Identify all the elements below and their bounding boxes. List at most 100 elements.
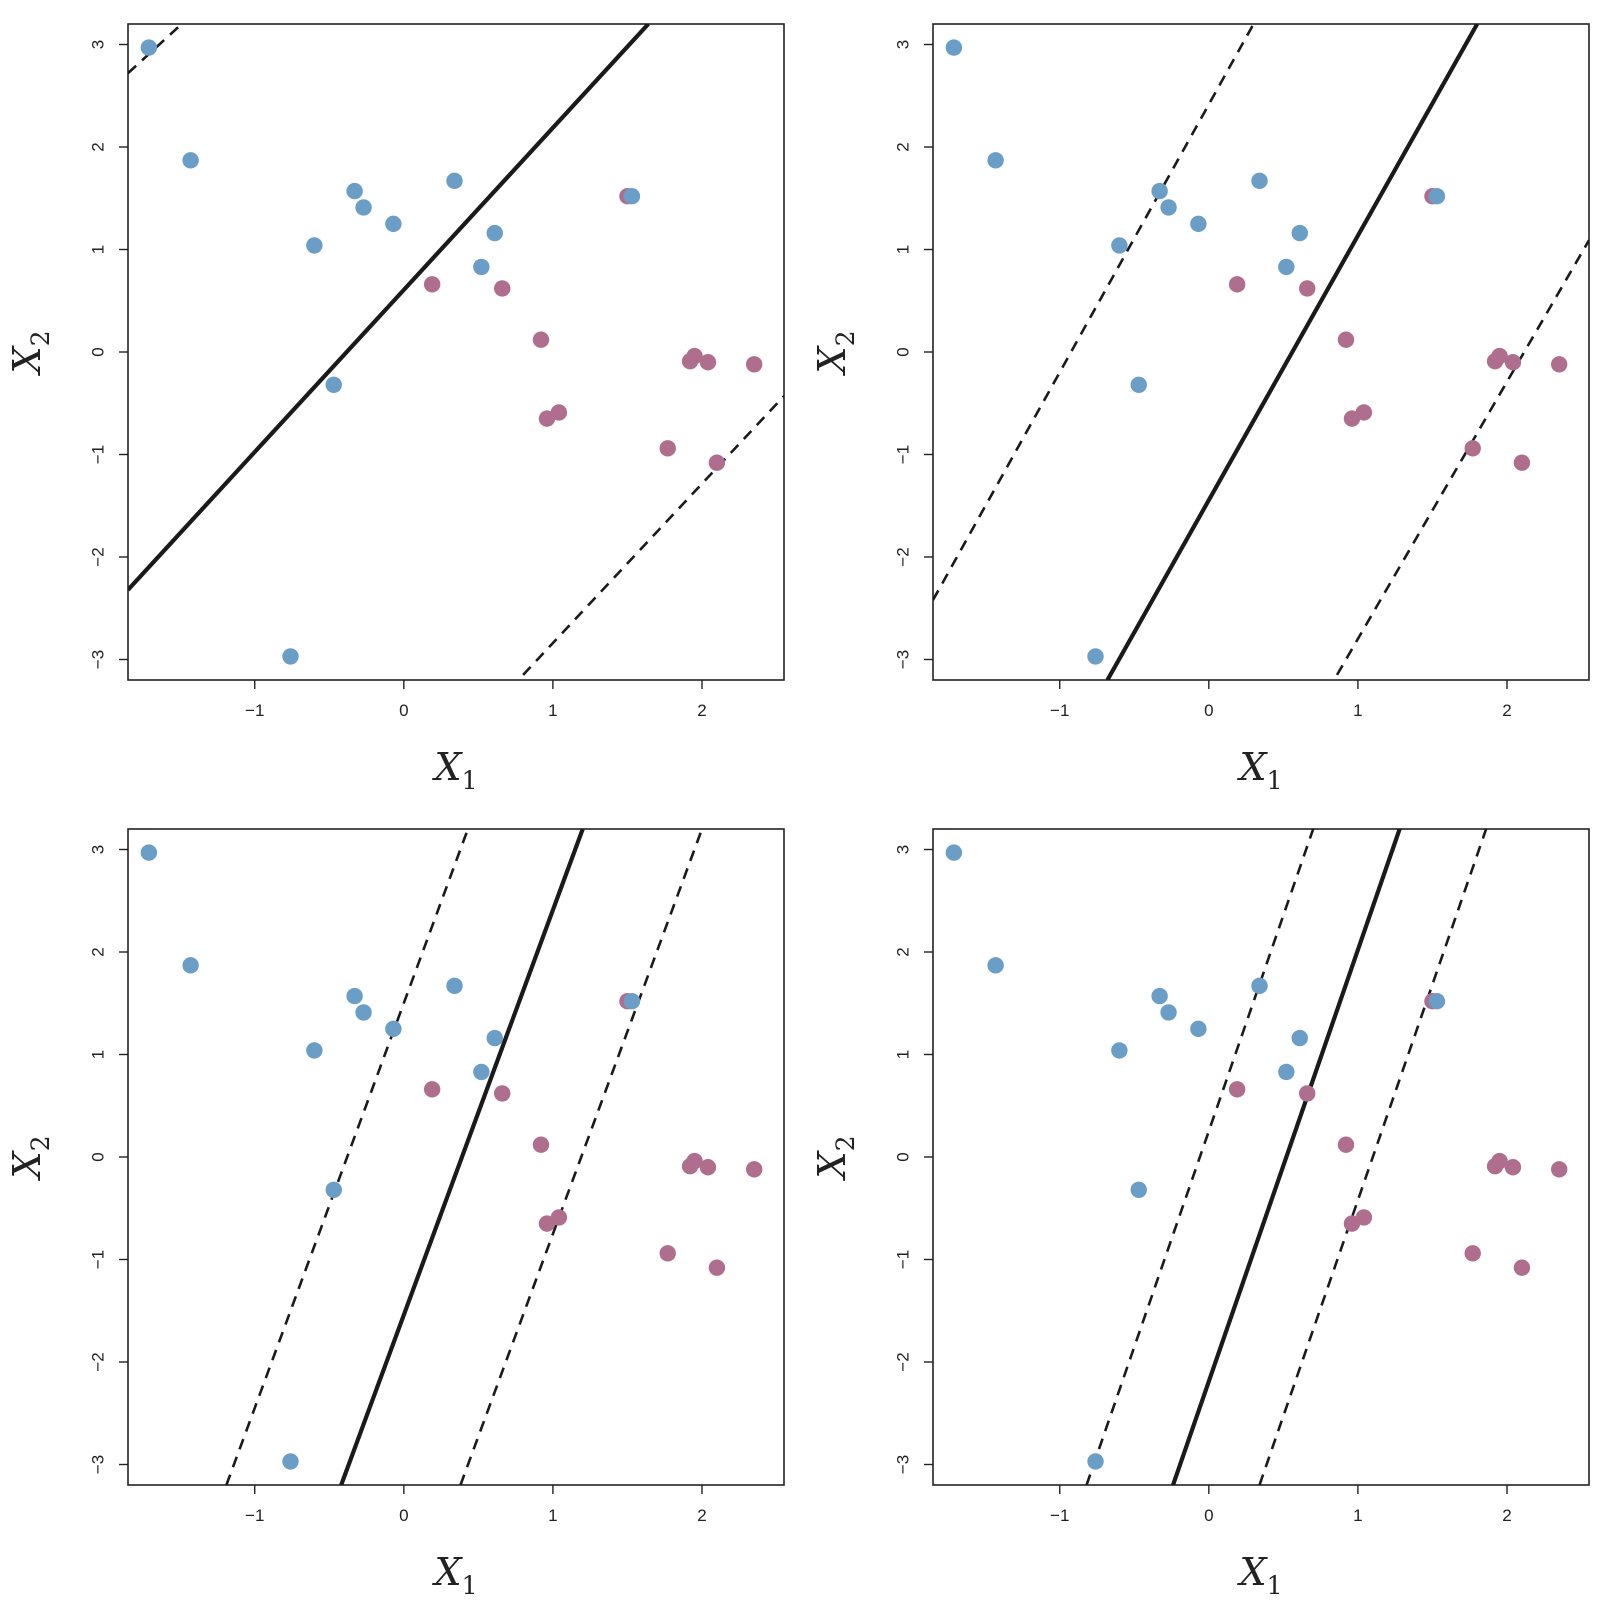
y-axis-label: X2 [5,331,55,377]
y-tick-label: 2 [894,947,913,956]
x-axis-label-subscript: 1 [462,1571,478,1600]
point-blue [385,1020,402,1038]
point-purple [423,276,441,293]
point-blue [1160,199,1177,216]
point-blue [1278,258,1295,276]
y-tick-label: −3 [894,650,913,669]
y-axis-label-main: X [5,1149,49,1181]
data-points [140,39,763,665]
y-axis-label: X2 [810,331,860,377]
point-purple [532,1136,550,1153]
y-tick-label: 1 [894,245,913,254]
point-purple [1337,1136,1355,1153]
point-blue [446,977,463,995]
y-axis-label-main: X [810,344,854,376]
point-blue [945,39,963,56]
point-blue [486,1029,503,1047]
point-blue [1428,188,1446,205]
plot-frame [127,828,785,1486]
point-blue [1278,1063,1295,1081]
margin-line [522,395,784,676]
margin-line [1258,829,1488,1485]
x-tick-label: 0 [1204,701,1213,720]
point-purple [1504,1159,1522,1176]
y-tick-label: −1 [89,445,108,464]
point-purple [494,280,511,297]
x-tick-label: −1 [1050,1506,1069,1525]
point-purple [708,454,726,471]
point-blue [1160,1004,1177,1021]
x-axis-label-main: X [432,745,464,789]
x-tick-label: 2 [697,1506,706,1525]
point-blue [1151,987,1168,1005]
margin-lines [1085,829,1488,1485]
y-tick-label: −3 [89,1455,108,1474]
point-purple [1228,276,1246,293]
point-purple [494,1085,511,1102]
point-blue [140,39,158,56]
y-tick-label: −2 [89,547,108,566]
point-blue [140,844,158,861]
x-tick-label: 2 [697,701,706,720]
point-purple [1228,1081,1246,1098]
margin-line [1085,829,1315,1485]
point-purple [1550,356,1568,373]
point-blue [325,376,342,393]
point-purple [1464,440,1481,457]
point-blue [355,1004,372,1021]
y-tick-label: 1 [89,245,108,254]
point-blue [987,957,1004,974]
point-purple [1513,454,1531,471]
point-purple [686,347,703,365]
point-blue [1190,215,1207,233]
y-tick-label: −2 [894,1352,913,1371]
point-purple [708,1259,726,1276]
y-tick-label: 0 [89,347,108,356]
point-blue [346,182,363,200]
point-blue [473,1063,490,1081]
point-purple [659,440,676,457]
hyperplane-line [128,24,650,592]
x-axis-label-main: X [1237,745,1269,789]
margin-line [459,829,704,1485]
margin-lines [225,829,704,1485]
y-axis-label: X2 [5,1136,55,1182]
point-blue [1130,376,1147,393]
plot-frame [932,23,1590,681]
point-blue [987,152,1004,169]
y-tick-label: 3 [894,845,913,854]
point-purple [532,331,550,348]
point-purple [1504,354,1522,371]
x-axis-label-subscript: 1 [1267,1571,1283,1600]
x-tick-label: 2 [1502,701,1511,720]
y-tick-label: 2 [89,142,108,151]
hyperplane-line [339,829,585,1485]
x-tick-label: −1 [245,1506,264,1525]
y-tick-label: 0 [89,1152,108,1161]
point-blue [1251,977,1268,995]
point-blue [1190,1020,1207,1038]
x-axis-label: X1 [432,745,478,795]
point-purple [699,354,717,371]
y-axis-label: X2 [810,1136,860,1182]
point-blue [1087,648,1104,665]
x-tick-label: 0 [399,1506,408,1525]
x-tick-label: 1 [548,701,557,720]
y-axis-label-main: X [5,344,49,376]
y-tick-label: 3 [89,845,108,854]
point-blue [1291,1029,1308,1047]
y-tick-label: −1 [894,1250,913,1269]
y-tick-label: 3 [89,40,108,49]
y-tick-label: −1 [894,445,913,464]
point-purple [550,404,568,421]
point-blue [1130,1181,1147,1199]
y-axis-label-subscript: 2 [831,331,860,347]
point-blue [1087,1453,1104,1470]
point-purple [1337,331,1355,348]
point-purple [1355,1209,1373,1226]
point-blue [446,172,463,190]
y-tick-label: 1 [89,1050,108,1059]
margin-line [128,24,183,75]
